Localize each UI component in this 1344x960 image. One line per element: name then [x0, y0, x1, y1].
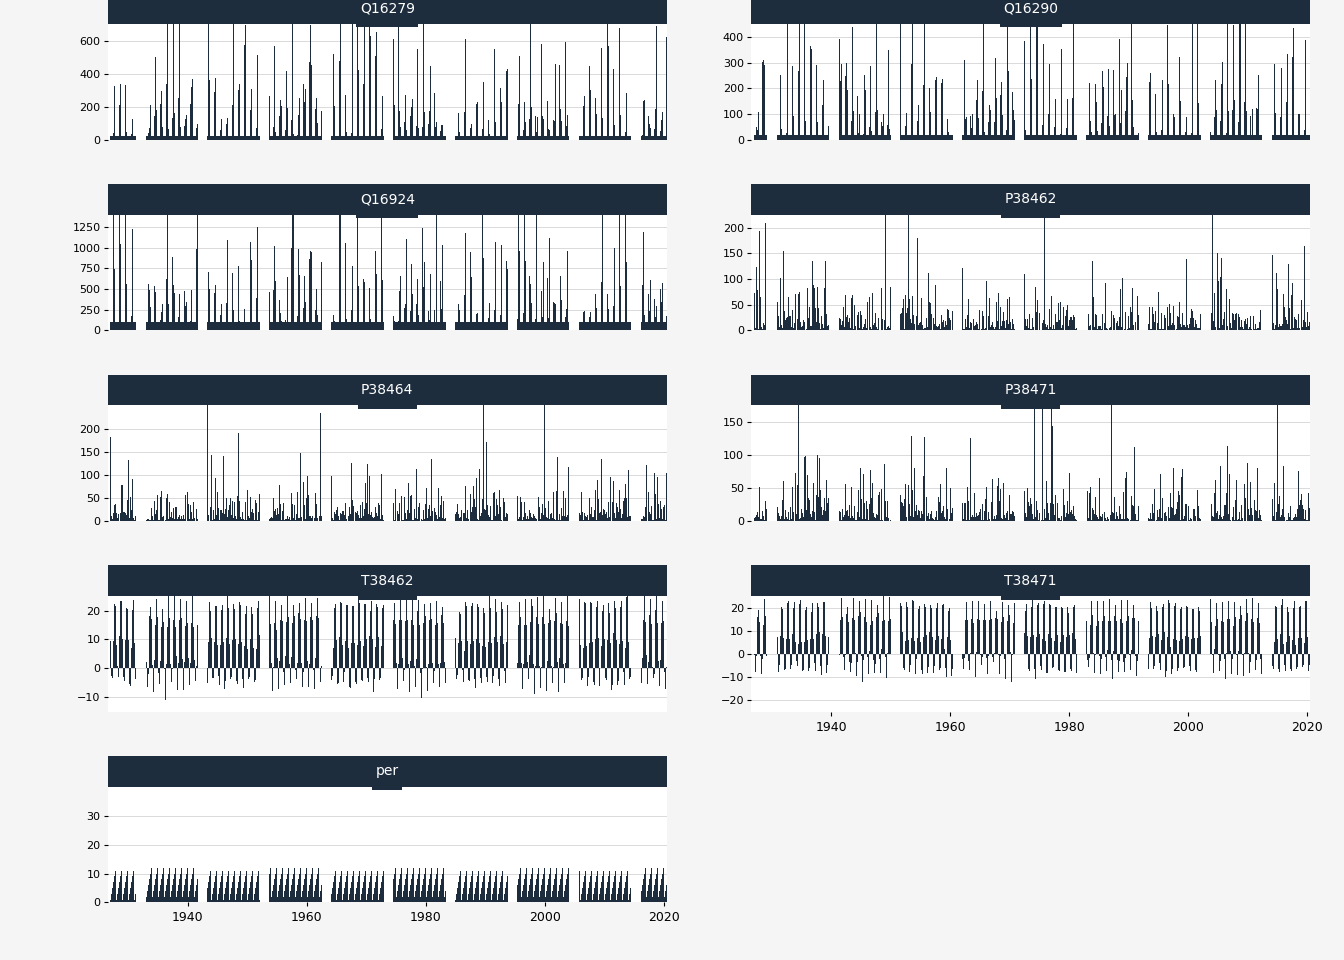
Text: per: per: [376, 773, 399, 787]
Text: T38462: T38462: [362, 574, 414, 588]
Text: per: per: [376, 764, 399, 779]
Text: P38462: P38462: [1004, 192, 1056, 206]
Text: P38464: P38464: [362, 383, 414, 397]
Text: T38471: T38471: [1004, 574, 1056, 588]
Text: Q16279: Q16279: [360, 10, 415, 24]
Text: P38462: P38462: [1004, 201, 1056, 215]
Text: Q16924: Q16924: [360, 192, 415, 206]
Text: Q16290: Q16290: [1003, 2, 1058, 15]
Text: P38464: P38464: [362, 392, 414, 405]
Text: Q16279: Q16279: [360, 2, 415, 15]
Text: P38471: P38471: [1004, 392, 1056, 405]
Text: Q16290: Q16290: [1003, 10, 1058, 24]
Text: T38462: T38462: [362, 582, 414, 596]
Text: Q16924: Q16924: [360, 201, 415, 215]
Text: P38471: P38471: [1004, 383, 1056, 397]
Text: T38471: T38471: [1004, 582, 1056, 596]
